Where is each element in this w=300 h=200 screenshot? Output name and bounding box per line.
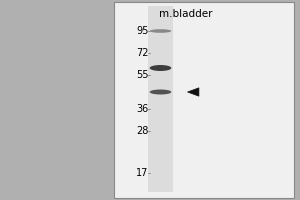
Polygon shape bbox=[188, 88, 199, 96]
Text: 72: 72 bbox=[136, 48, 148, 58]
Ellipse shape bbox=[150, 65, 171, 71]
Ellipse shape bbox=[150, 90, 171, 95]
Bar bbox=[114, 2, 294, 198]
Bar bbox=[148, 6, 173, 192]
Text: 55: 55 bbox=[136, 70, 148, 80]
Text: 28: 28 bbox=[136, 126, 148, 136]
Ellipse shape bbox=[150, 29, 171, 33]
Text: 17: 17 bbox=[136, 168, 148, 178]
Text: 95: 95 bbox=[136, 26, 148, 36]
Text: m.bladder: m.bladder bbox=[159, 9, 213, 19]
Text: 36: 36 bbox=[136, 104, 148, 114]
